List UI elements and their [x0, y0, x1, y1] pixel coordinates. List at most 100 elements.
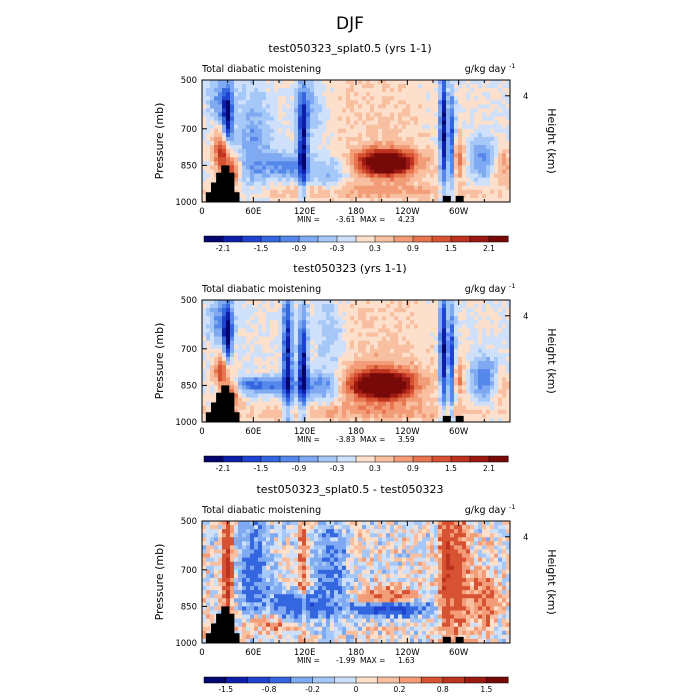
heatmap-cell [386, 348, 391, 354]
heatmap-cell [366, 80, 371, 85]
heatmap-cell [246, 340, 251, 346]
heatmap-cell [418, 96, 423, 101]
heatmap-cell [490, 141, 495, 146]
heatmap-cell [430, 369, 435, 374]
heatmap-cell [226, 145, 231, 150]
heatmap-cell [474, 136, 479, 142]
heatmap-cell [306, 401, 311, 407]
heatmap-cell [450, 352, 455, 358]
heatmap-cell [210, 553, 215, 558]
heatmap-cell [462, 120, 467, 126]
heatmap-cell [378, 369, 383, 374]
heatmap-cell [306, 124, 311, 130]
heatmap-cell [346, 80, 351, 85]
heatmap-cell [370, 401, 375, 407]
heatmap-cell [502, 165, 507, 170]
heatmap-cell [322, 320, 327, 325]
heatmap-cell [470, 84, 475, 89]
heatmap-cell [242, 189, 247, 195]
heatmap-cell [482, 181, 487, 187]
heatmap-cell [474, 377, 479, 382]
heatmap-cell [286, 80, 291, 85]
heatmap-cell [378, 385, 383, 390]
heatmap-cell [478, 116, 483, 122]
heatmap-cell [370, 132, 375, 138]
heatmap-cell [302, 361, 307, 366]
heatmap-cell [398, 132, 403, 138]
heatmap-cell [406, 112, 411, 117]
heatmap-cell [234, 312, 239, 317]
heatmap-cell [246, 348, 251, 354]
heatmap-cell [302, 104, 307, 109]
heatmap-cell [438, 377, 443, 382]
heatmap-cell [394, 308, 399, 313]
heatmap-cell [386, 181, 391, 187]
heatmap-cell [222, 145, 227, 150]
heatmap-cell [430, 417, 435, 423]
heatmap-cell [414, 173, 419, 178]
heatmap-cell [458, 88, 463, 93]
heatmap-cell [406, 336, 411, 342]
heatmap-cell [258, 161, 263, 166]
heatmap-cell [334, 141, 339, 146]
heatmap-cell [258, 92, 263, 97]
heatmap-cell [390, 92, 395, 97]
heatmap-cell [214, 344, 219, 350]
heatmap-cell [462, 332, 467, 337]
heatmap-cell [502, 189, 507, 195]
heatmap-cell [482, 332, 487, 337]
heatmap-cell [362, 373, 367, 378]
heatmap-cell [318, 405, 323, 411]
heatmap-cell [330, 344, 335, 350]
heatmap-cell [218, 586, 223, 591]
heatmap-cell [382, 381, 387, 386]
heatmap-cell [258, 132, 263, 138]
heatmap-cell [206, 626, 211, 632]
heatmap-cell [210, 332, 215, 337]
heatmap-cell [466, 80, 471, 85]
heatmap-cell [338, 88, 343, 93]
heatmap-cell [362, 189, 367, 195]
heatmap-cell [226, 136, 231, 142]
heatmap-cell [410, 80, 415, 85]
heatmap-cell [486, 169, 491, 174]
heatmap-cell [374, 312, 379, 317]
heatmap-cell [466, 385, 471, 390]
heatmap-cell [238, 153, 243, 158]
heatmap-cell [458, 328, 463, 333]
heatmap-cell [342, 340, 347, 346]
heatmap-cell [310, 193, 315, 199]
heatmap-cell [402, 153, 407, 158]
heatmap-cell [410, 324, 415, 329]
heatmap-cell [342, 136, 347, 142]
heatmap-cell [274, 316, 279, 321]
heatmap-cell [454, 181, 459, 187]
heatmap-cell [354, 336, 359, 342]
heatmap-cell [454, 141, 459, 146]
heatmap-cell [214, 385, 219, 390]
heatmap-cell [278, 197, 283, 203]
colorbar-label: -2.1 [216, 244, 231, 253]
heatmap-cell [382, 300, 387, 305]
heatmap-cell [254, 356, 259, 362]
heatmap-cell [370, 96, 375, 101]
heatmap-cell [210, 541, 215, 546]
heatmap-cell [346, 413, 351, 419]
heatmap-cell [346, 189, 351, 195]
heatmap-cell [386, 84, 391, 89]
heatmap-cell [398, 161, 403, 166]
heatmap-cell [202, 197, 207, 203]
heatmap-cell [306, 413, 311, 419]
heatmap-cell [270, 157, 275, 162]
heatmap-cell [266, 300, 271, 305]
heatmap-cell [366, 92, 371, 97]
heatmap-cell [310, 365, 315, 370]
heatmap-cell [478, 320, 483, 325]
heatmap-cell [314, 336, 319, 342]
heatmap-cell [402, 316, 407, 321]
heatmap-cell [342, 373, 347, 378]
heatmap-cell [418, 352, 423, 358]
heatmap-cell [462, 340, 467, 346]
heatmap-cell [422, 169, 427, 174]
heatmap-cell [250, 304, 255, 309]
